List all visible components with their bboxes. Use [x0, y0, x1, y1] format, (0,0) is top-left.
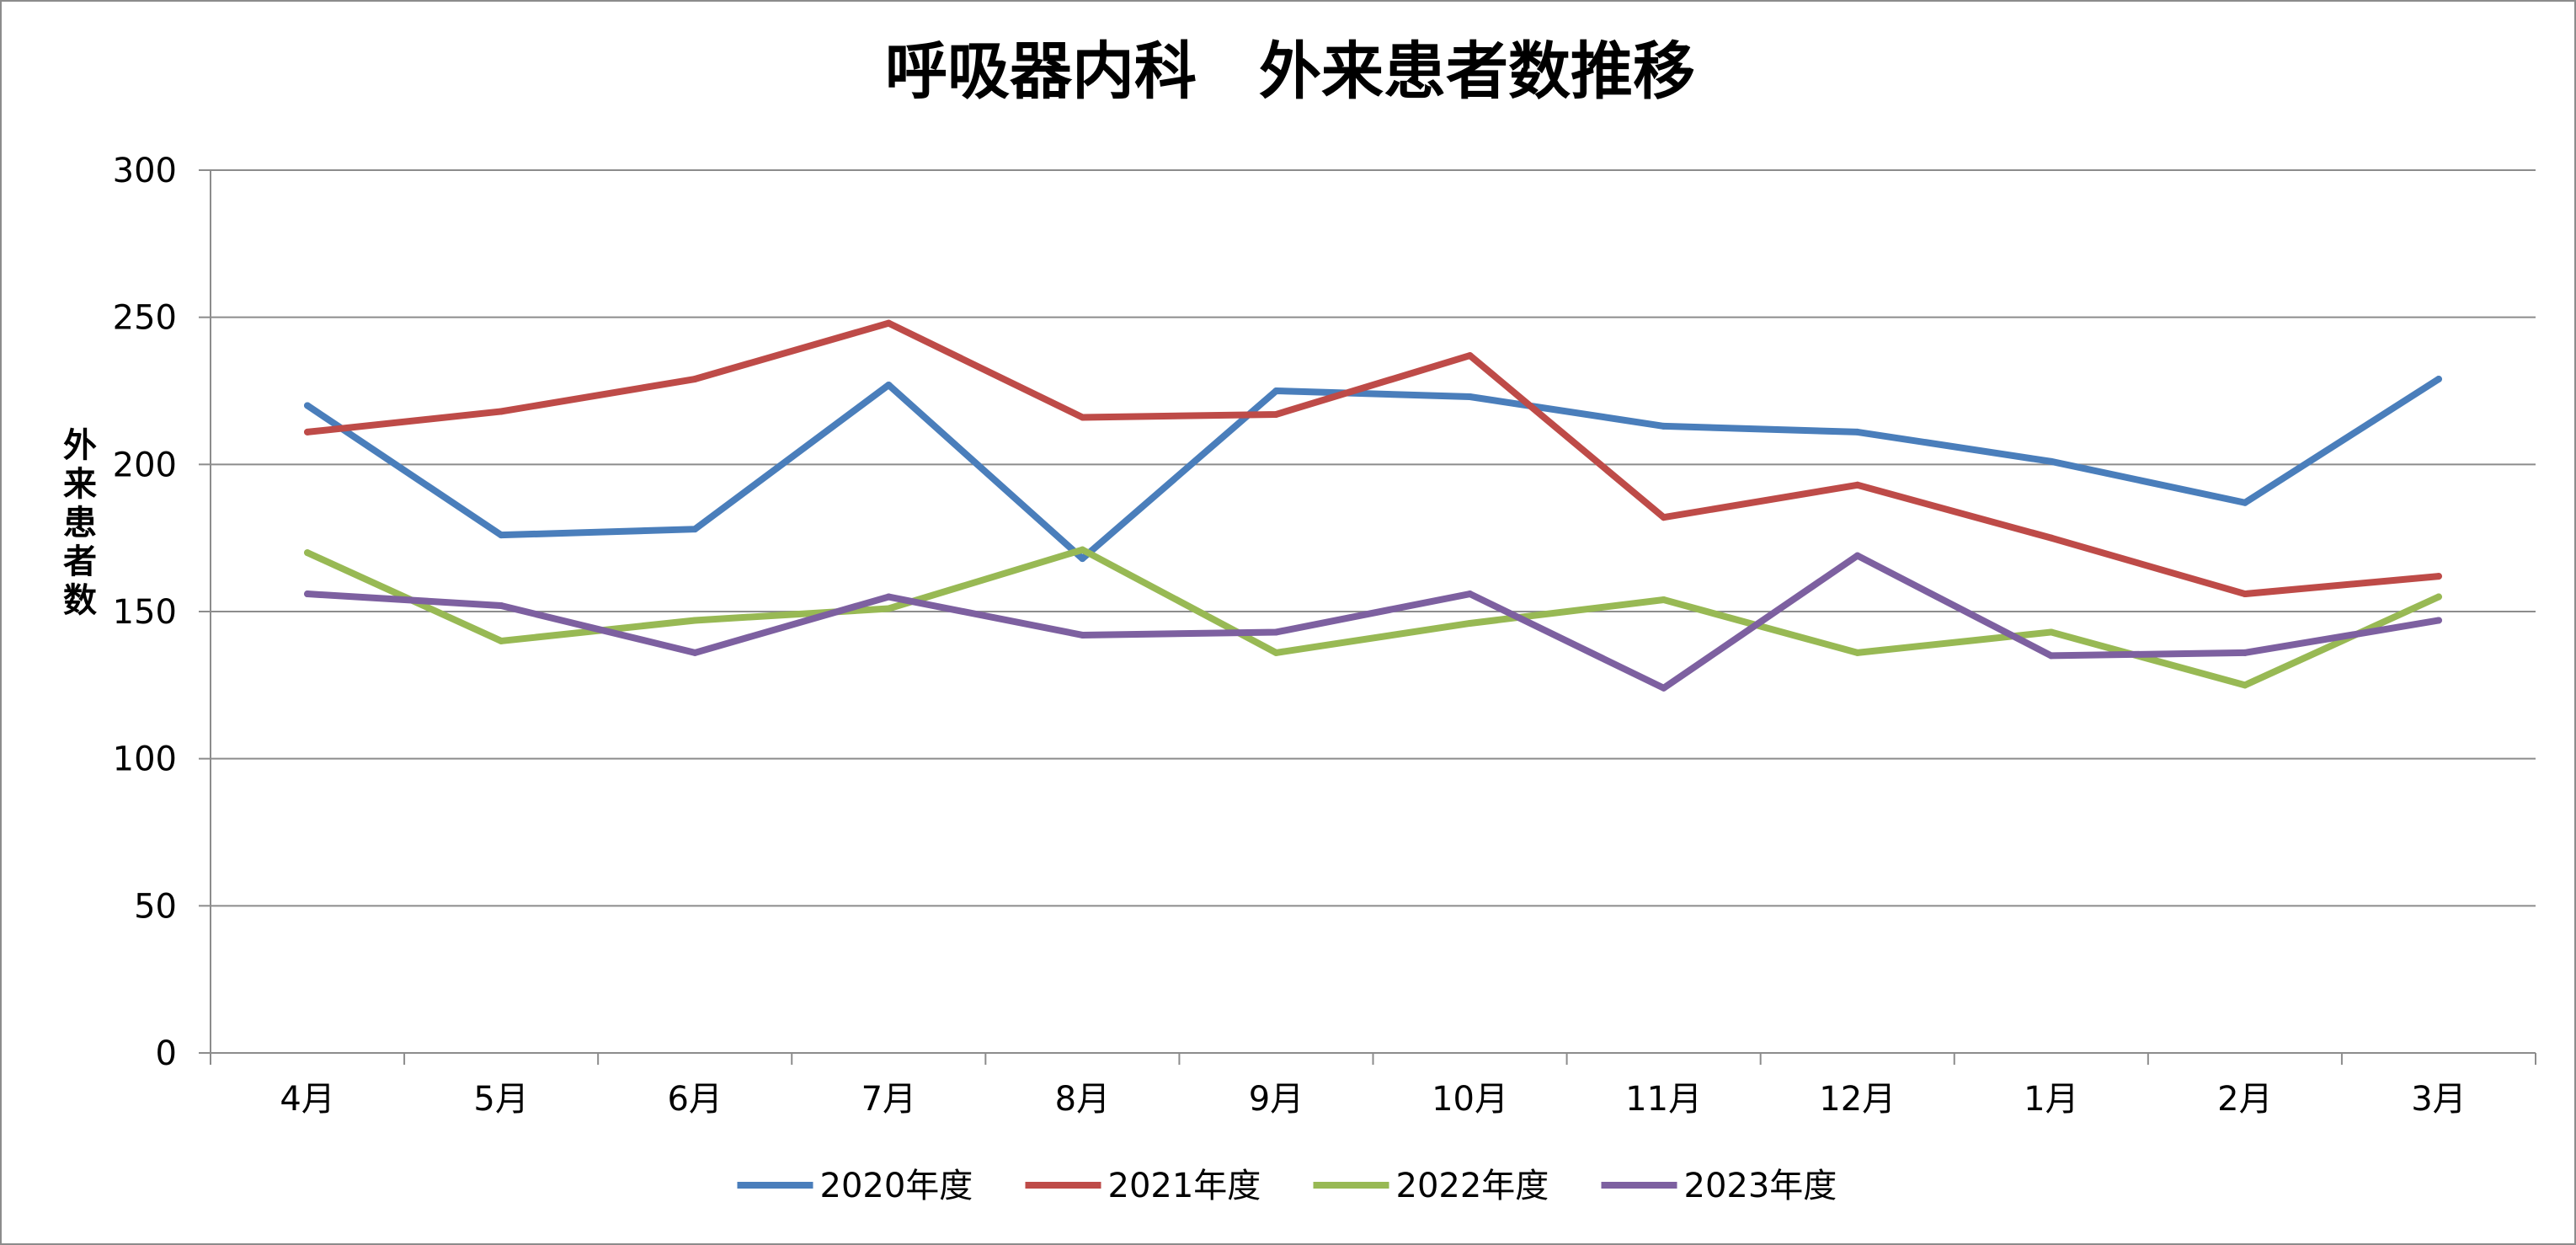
- series-1-point-12: [2435, 376, 2442, 383]
- series-3-point-6: [1272, 649, 1280, 656]
- series-4-point-2: [498, 602, 505, 610]
- legend-label-4: 2023年度: [1684, 1167, 1837, 1205]
- legend-label-3: 2022年度: [1396, 1167, 1549, 1205]
- series-4-point-4: [885, 593, 893, 601]
- series-2-point-11: [2241, 590, 2248, 598]
- x-tick-label-7: 10月: [1432, 1080, 1508, 1119]
- y-tick-label-50: 50: [134, 887, 177, 926]
- series-1-point-3: [691, 526, 699, 533]
- axes: [199, 169, 2536, 1065]
- series-1-point-1: [304, 402, 312, 409]
- series-4-point-5: [1079, 631, 1086, 639]
- x-tick-label-11: 2月: [2217, 1080, 2272, 1119]
- y-tick-label-100: 100: [113, 740, 177, 779]
- series-3-point-4: [885, 605, 893, 612]
- series-3-point-1: [304, 549, 312, 557]
- series-4-point-7: [1466, 590, 1474, 598]
- series-2-point-8: [1660, 514, 1667, 521]
- x-tick-label-10: 1月: [2024, 1080, 2078, 1119]
- x-tick-label-4: 7月: [861, 1080, 916, 1119]
- series-1-point-10: [2047, 457, 2055, 465]
- series-4-point-3: [691, 649, 699, 656]
- series-2-point-3: [691, 376, 699, 383]
- series-2-point-7: [1466, 352, 1474, 360]
- series-3-point-11: [2241, 681, 2248, 689]
- y-tick-label-250: 250: [113, 299, 177, 338]
- x-axis-tick-labels: 4月 5月 6月 7月 8月 9月 10月 11月 12月 1月 2月 3月: [280, 1080, 2466, 1119]
- series-4-point-6: [1272, 628, 1280, 636]
- series-4-point-8: [1660, 684, 1667, 692]
- series-2-point-6: [1272, 410, 1280, 418]
- y-tick-label-0: 0: [156, 1034, 177, 1073]
- x-tick-label-9: 12月: [1819, 1080, 1896, 1119]
- series-4-point-12: [2435, 617, 2442, 624]
- y-tick-label-300: 300: [113, 152, 177, 190]
- x-tick-label-5: 8月: [1055, 1080, 1110, 1119]
- series-3-point-5: [1079, 546, 1086, 553]
- legend-label-1: 2020年度: [820, 1167, 973, 1205]
- series-2-point-4: [885, 319, 893, 327]
- series-1-point-11: [2241, 499, 2248, 506]
- series-2-point-5: [1079, 414, 1086, 421]
- series-3-point-9: [1853, 649, 1861, 656]
- series-3-point-8: [1660, 596, 1667, 604]
- series-2-point-12: [2435, 573, 2442, 580]
- series-4-point-11: [2241, 649, 2248, 656]
- series-1-point-7: [1466, 393, 1474, 400]
- x-tick-label-12: 3月: [2411, 1080, 2466, 1119]
- series-1-point-5: [1079, 555, 1086, 563]
- y-tick-label-150: 150: [113, 593, 177, 632]
- series-4-point-10: [2047, 652, 2055, 660]
- series-3-point-10: [2047, 628, 2055, 636]
- series-1-point-4: [885, 382, 893, 389]
- series-line-1: [304, 376, 2442, 563]
- chart-title: 呼吸器内科 外来患者数推移: [885, 35, 1695, 108]
- series-3-point-3: [691, 617, 699, 624]
- legend[interactable]: 2020年度 2021年度 2022年度 2023年度: [737, 1167, 1837, 1205]
- legend-item-4[interactable]: 2023年度: [1601, 1167, 1837, 1205]
- y-tick-label-200: 200: [113, 446, 177, 484]
- series-3-point-12: [2435, 593, 2442, 601]
- x-tick-label-1: 4月: [280, 1080, 334, 1119]
- y-axis-label: 外来患者数: [57, 427, 97, 621]
- series-lines: [304, 319, 2442, 692]
- series-1-point-8: [1660, 422, 1667, 430]
- series-1-point-2: [498, 532, 505, 539]
- series-3-point-7: [1466, 619, 1474, 627]
- series-4-point-9: [1853, 552, 1861, 559]
- series-2-point-2: [498, 408, 505, 415]
- y-axis-tick-labels: 0 50 100 150 200 250 300: [113, 152, 177, 1073]
- series-line-4: [304, 552, 2442, 692]
- legend-item-1[interactable]: 2020年度: [737, 1167, 973, 1205]
- series-line-2: [304, 319, 2442, 598]
- series-2-point-9: [1853, 481, 1861, 489]
- legend-item-2[interactable]: 2021年度: [1025, 1167, 1261, 1205]
- series-2-point-1: [304, 428, 312, 435]
- series-1-point-6: [1272, 387, 1280, 394]
- series-3-point-2: [498, 637, 505, 644]
- series-2-point-10: [2047, 534, 2055, 542]
- legend-item-3[interactable]: 2022年度: [1313, 1167, 1549, 1205]
- series-4-point-1: [304, 590, 312, 598]
- series-1-point-9: [1853, 428, 1861, 435]
- gridlines: [211, 169, 2536, 907]
- x-tick-label-2: 5月: [473, 1080, 528, 1119]
- x-tick-label-8: 11月: [1625, 1080, 1702, 1119]
- series-line-3: [304, 546, 2442, 689]
- legend-label-2: 2021年度: [1108, 1167, 1261, 1205]
- x-tick-label-6: 9月: [1249, 1080, 1304, 1119]
- x-tick-label-3: 6月: [667, 1080, 722, 1119]
